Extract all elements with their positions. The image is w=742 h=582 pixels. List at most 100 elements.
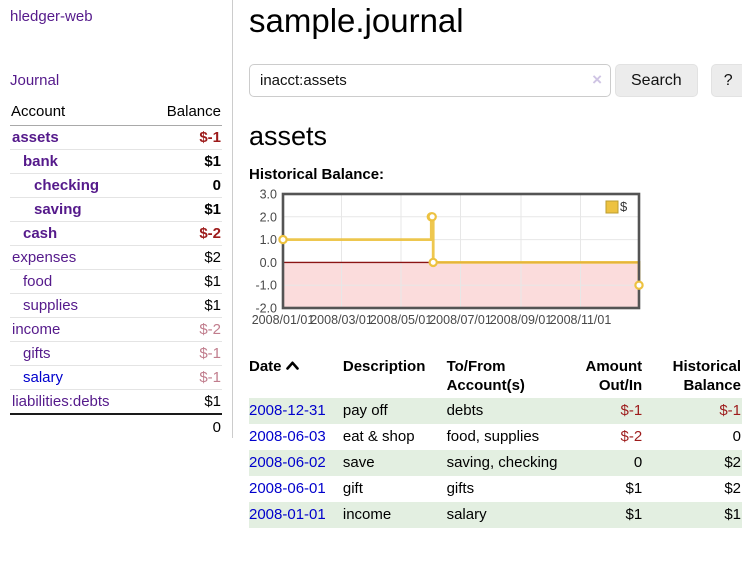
account-row: bank $1 [10, 150, 222, 174]
transaction-date-link[interactable]: 2008-01-01 [249, 506, 326, 523]
account-row: income $-2 [10, 318, 222, 342]
register-header-balance: Historical Balance [644, 354, 742, 398]
transaction-date-link[interactable]: 2008-06-02 [249, 454, 326, 471]
svg-text:2008/11/01: 2008/11/01 [550, 313, 612, 327]
transaction-description: income [343, 502, 447, 528]
accounts-table: Account Balance assets$-1bank$1checking0… [10, 99, 222, 440]
transaction-amount: $-2 [565, 424, 644, 450]
account-link[interactable]: bank [23, 153, 58, 170]
register-header-description: Description [343, 354, 447, 398]
transaction-row: 2008-01-01incomesalary$1$1 [249, 502, 742, 528]
account-balance: $2 [146, 246, 222, 270]
svg-text:2008/01/01: 2008/01/01 [252, 313, 315, 327]
transaction-balance: $2 [644, 450, 742, 476]
transaction-row: 2008-06-02 savesaving, checking0$2 [249, 450, 742, 476]
accounts-header-row: Account Balance [10, 99, 222, 126]
main-content: sample.journal × Search ? assets Histori… [233, 0, 742, 582]
svg-text:2.0: 2.0 [260, 210, 277, 224]
transaction-description: gift [343, 476, 447, 502]
transaction-date-link[interactable]: 2008-06-03 [249, 428, 326, 445]
accounts-header-balance: Balance [146, 99, 222, 126]
sidebar: hledger-web Journal Account Balance asse… [0, 0, 233, 438]
account-link[interactable]: cash [23, 225, 57, 242]
account-balance: $-2 [146, 318, 222, 342]
register-header-date[interactable]: Date [249, 354, 343, 398]
transaction-description: save [343, 450, 447, 476]
hledger-web-page: hledger-web Journal Account Balance asse… [0, 0, 742, 582]
chart-canvas: $3.02.01.00.0-1.0-2.02008/01/012008/03/0… [249, 189, 649, 333]
sort-asc-icon [286, 361, 299, 370]
brand-link[interactable]: hledger-web [10, 8, 93, 25]
register-header-accounts: To/From Account(s) [447, 354, 566, 398]
account-row: salary$-1 [10, 366, 222, 390]
account-link[interactable]: gifts [23, 345, 51, 362]
account-row: cash $-2 [10, 222, 222, 246]
account-link[interactable]: assets [12, 129, 59, 146]
account-balance: $-2 [146, 222, 222, 246]
accounts-total-row: 0 [10, 414, 222, 440]
transaction-accounts: debts [447, 398, 566, 424]
transaction-row: 2008-12-31pay offdebts$-1$-1 [249, 398, 742, 424]
svg-text:$: $ [620, 199, 628, 214]
search-bar: × Search ? [249, 64, 742, 97]
account-row: food $1 [10, 270, 222, 294]
transaction-row: 2008-06-01giftgifts$1$2 [249, 476, 742, 502]
transaction-balance: $1 [644, 502, 742, 528]
account-row: checking0 [10, 174, 222, 198]
account-balance: $1 [146, 198, 222, 222]
register-header-amount: Amount Out/In [565, 354, 644, 398]
account-balance: $-1 [146, 342, 222, 366]
transaction-description: eat & shop [343, 424, 447, 450]
accounts-header-account: Account [10, 99, 146, 126]
accounts-total-value: 0 [146, 414, 222, 440]
account-link[interactable]: expenses [12, 249, 76, 266]
transaction-balance: $2 [644, 476, 742, 502]
transaction-accounts: salary [447, 502, 566, 528]
account-link[interactable]: supplies [23, 297, 78, 314]
svg-text:2008/03/01: 2008/03/01 [310, 313, 373, 327]
account-row: saving $1 [10, 198, 222, 222]
transaction-accounts: saving, checking [447, 450, 566, 476]
account-row: expenses $2 [10, 246, 222, 270]
account-link[interactable]: checking [34, 177, 99, 194]
register-table: Date Description To/From Account(s) Amou… [249, 354, 742, 528]
historical-balance-chart: $3.02.01.00.0-1.0-2.02008/01/012008/03/0… [249, 189, 649, 338]
transaction-amount: $-1 [565, 398, 644, 424]
account-link[interactable]: salary [23, 369, 63, 386]
transaction-date-link[interactable]: 2008-12-31 [249, 402, 326, 419]
transaction-balance: 0 [644, 424, 742, 450]
account-balance: $1 [146, 294, 222, 318]
transaction-description: pay off [343, 398, 447, 424]
account-row: liabilities:debts $1 [10, 390, 222, 415]
account-balance: $-1 [146, 126, 222, 150]
transaction-accounts: food, supplies [447, 424, 566, 450]
register-header-row: Date Description To/From Account(s) Amou… [249, 354, 742, 398]
account-balance: $1 [146, 270, 222, 294]
clear-search-icon[interactable]: × [592, 70, 602, 90]
account-link[interactable]: income [12, 321, 60, 338]
transaction-date-link[interactable]: 2008-06-01 [249, 480, 326, 497]
account-balance: $1 [146, 390, 222, 415]
search-button[interactable]: Search [615, 64, 698, 97]
svg-text:1.0: 1.0 [260, 233, 277, 247]
search-input[interactable] [249, 64, 611, 97]
account-balance: $1 [146, 150, 222, 174]
account-link[interactable]: saving [34, 201, 82, 218]
svg-text:-1.0: -1.0 [255, 279, 277, 293]
svg-text:0.0: 0.0 [260, 256, 277, 270]
svg-text:3.0: 3.0 [260, 189, 277, 202]
transaction-row: 2008-06-03 eat & shopfood, supplies$-20 [249, 424, 742, 450]
account-row: gifts $-1 [10, 342, 222, 366]
account-row: assets $-1 [10, 126, 222, 150]
transaction-accounts: gifts [447, 476, 566, 502]
account-link[interactable]: liabilities:debts [12, 393, 110, 410]
chart-label: Historical Balance: [249, 166, 742, 183]
help-button[interactable]: ? [711, 64, 742, 97]
svg-text:2008/07/01: 2008/07/01 [429, 313, 492, 327]
account-row: supplies $1 [10, 294, 222, 318]
svg-text:2008/05/01: 2008/05/01 [370, 313, 433, 327]
transaction-amount: $1 [565, 502, 644, 528]
sidebar-item-journal[interactable]: Journal [10, 72, 222, 89]
account-link[interactable]: food [23, 273, 52, 290]
transaction-amount: 0 [565, 450, 644, 476]
